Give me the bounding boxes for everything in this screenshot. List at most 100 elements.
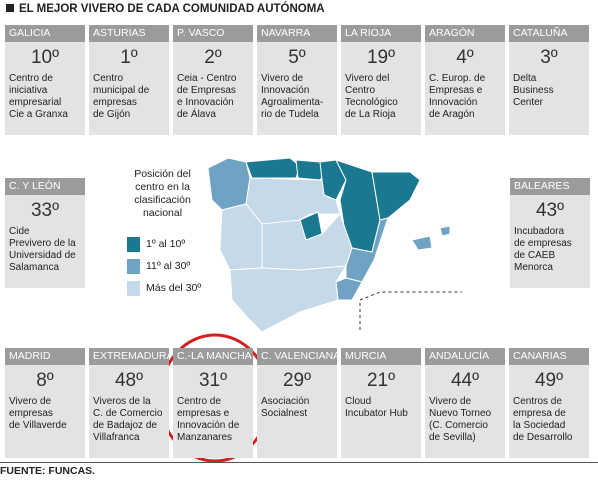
region-name: C.-LA MANCHA [173, 348, 253, 365]
name-line: la Sociedad [513, 420, 566, 431]
region-card: ASTURIAS 1º Centro municipal de empresas de G… [89, 25, 169, 135]
name-line: Vivero de [261, 73, 304, 84]
name-line: municipal de [93, 85, 150, 96]
region-name: BALEARES [510, 178, 590, 195]
region-card: NAVARRA 5º Vivero de Innovación Agroalimenta… [257, 25, 337, 135]
name-line: de Sevilla) [429, 432, 476, 443]
rank: 33º [30, 200, 60, 221]
name-line: Innovación de [177, 420, 240, 431]
region-card: ARAGÓN 4º C. Europ. de Empresas e Innovación… [425, 25, 505, 135]
title: EL MEJOR VIVERO DE CADA COMUNIDAD AUTÓNO… [6, 3, 325, 15]
region-shape [335, 277, 363, 301]
name-line: Innovación [429, 97, 478, 108]
island [439, 225, 451, 237]
incubator-name: Vivero de Nuevo Torneo (C. Comercio de Sevi… [425, 396, 505, 444]
name-line: Vivero del [345, 73, 390, 84]
region-name: NAVARRA [257, 25, 337, 42]
name-line: e Innovación [177, 97, 234, 108]
region-card: P. VASCO 2º Ceia - Centro de Empresas e Inno… [173, 25, 253, 135]
rank: 49º [534, 370, 564, 391]
name-line: iniciativa [9, 85, 48, 96]
name-line: rio de Tudela [261, 109, 319, 120]
name-line: Universidad de [9, 250, 76, 261]
legend-swatch [127, 237, 140, 252]
region-name: LA RIOJA [341, 25, 421, 42]
legend-label: 11º al 30º [146, 260, 191, 272]
region-card: GALICIA 10º Centro de iniciativa empresarial… [5, 25, 85, 135]
rank: 4º [456, 47, 474, 68]
name-line: Nuevo Torneo [429, 408, 492, 419]
incubator-name: Centros de empresa de la Sociedad de Desarr… [509, 396, 589, 444]
name-line: Vivero de [429, 396, 472, 407]
legend-swatch [127, 281, 140, 296]
region-shape [229, 265, 347, 333]
name-line: Cide [9, 226, 30, 237]
region-name: CANARIAS [509, 348, 589, 365]
name-line: empresarial [9, 97, 62, 108]
region-card: C. VALENCIANA 29º Asociación Socialnest [257, 348, 337, 458]
name-line: C. de Comercio [93, 408, 163, 419]
region-card: MURCIA 21º Cloud Incubator Hub [341, 348, 421, 458]
legend-title-line: clasificación [134, 194, 191, 206]
name-line: empresas [93, 97, 137, 108]
name-line: empresas [9, 408, 53, 419]
region-shape [371, 171, 421, 221]
region-card: CATALUÑA 3º Delta Business Center [509, 25, 589, 135]
region-name: MURCIA [341, 348, 421, 365]
region-card: LA RIOJA 19º Vivero del Centro Tecnológico de… [341, 25, 421, 135]
region-card: MADRID 8º Vivero de empresas de Villaverde [5, 348, 85, 458]
name-line: Centro [345, 85, 376, 96]
name-line: Previvero de la [9, 238, 76, 249]
island [411, 235, 433, 251]
incubator-name: Centro de empresas e Innovación de Manzanar… [173, 396, 253, 444]
name-line: Vivero de [9, 396, 52, 407]
rank: 3º [540, 47, 558, 68]
region-name: ANDALUCÍA [425, 348, 505, 365]
legend-title-line: nacional [142, 207, 183, 219]
name-line: Socialnest [261, 408, 308, 419]
name-line: de empresas [514, 238, 572, 249]
name-line: Salamanca [9, 262, 60, 273]
rank: 19º [366, 47, 396, 68]
legend-label: Más del 30º [146, 282, 202, 294]
incubator-name: Centro municipal de empresas de Gijón [89, 73, 169, 121]
incubator-name: Viveros de la C. de Comercio de Badajoz de… [89, 396, 169, 444]
name-line: Viveros de la [93, 396, 151, 407]
name-line: Centros de [513, 396, 562, 407]
legend-title-line: Posición del [134, 168, 191, 180]
region-name: ASTURIAS [89, 25, 169, 42]
name-line: Agroalimenta- [261, 97, 324, 108]
name-line: Centro [93, 73, 124, 84]
name-line: Manzanares [177, 432, 233, 443]
rank: 48º [114, 370, 144, 391]
incubator-name: Vivero de empresas de Villaverde [5, 396, 85, 432]
region-card: CANARIAS 49º Centros de empresa de la Socied… [509, 348, 589, 458]
rank: 29º [282, 370, 312, 391]
region-shape [207, 157, 251, 211]
rank: 10º [30, 47, 60, 68]
region-name: C. VALENCIANA [257, 348, 337, 365]
legend-label: 1º al 10º [146, 238, 186, 250]
name-line: Cie a Granxa [9, 109, 68, 120]
name-line: empresa de [513, 408, 566, 419]
incubator-name: Asociación Socialnest [257, 396, 337, 420]
name-line: Incubadora [514, 226, 565, 237]
legend-swatch [127, 259, 140, 274]
region-shape [245, 157, 301, 179]
region-name: EXTREMADURA [89, 348, 169, 365]
name-line: de Empresas [177, 85, 236, 96]
incubator-name: Vivero del Centro Tecnológico de La Rioja [341, 73, 421, 121]
rank: 2º [204, 47, 222, 68]
rank: 5º [288, 47, 306, 68]
region-card: EXTREMADURA 48º Viveros de la C. de Comerci… [89, 348, 169, 458]
name-line: de Aragón [429, 109, 475, 120]
rank: 21º [366, 370, 396, 391]
legend-title: Posición del centro en la clasificación nac… [120, 168, 205, 220]
region-name: GALICIA [5, 25, 85, 42]
name-line: Menorca [514, 262, 553, 273]
rank: 43º [535, 200, 565, 221]
incubator-name: Ceia - Centro de Empresas e Innovación de Á… [173, 73, 253, 121]
name-line: Innovación [261, 85, 310, 96]
